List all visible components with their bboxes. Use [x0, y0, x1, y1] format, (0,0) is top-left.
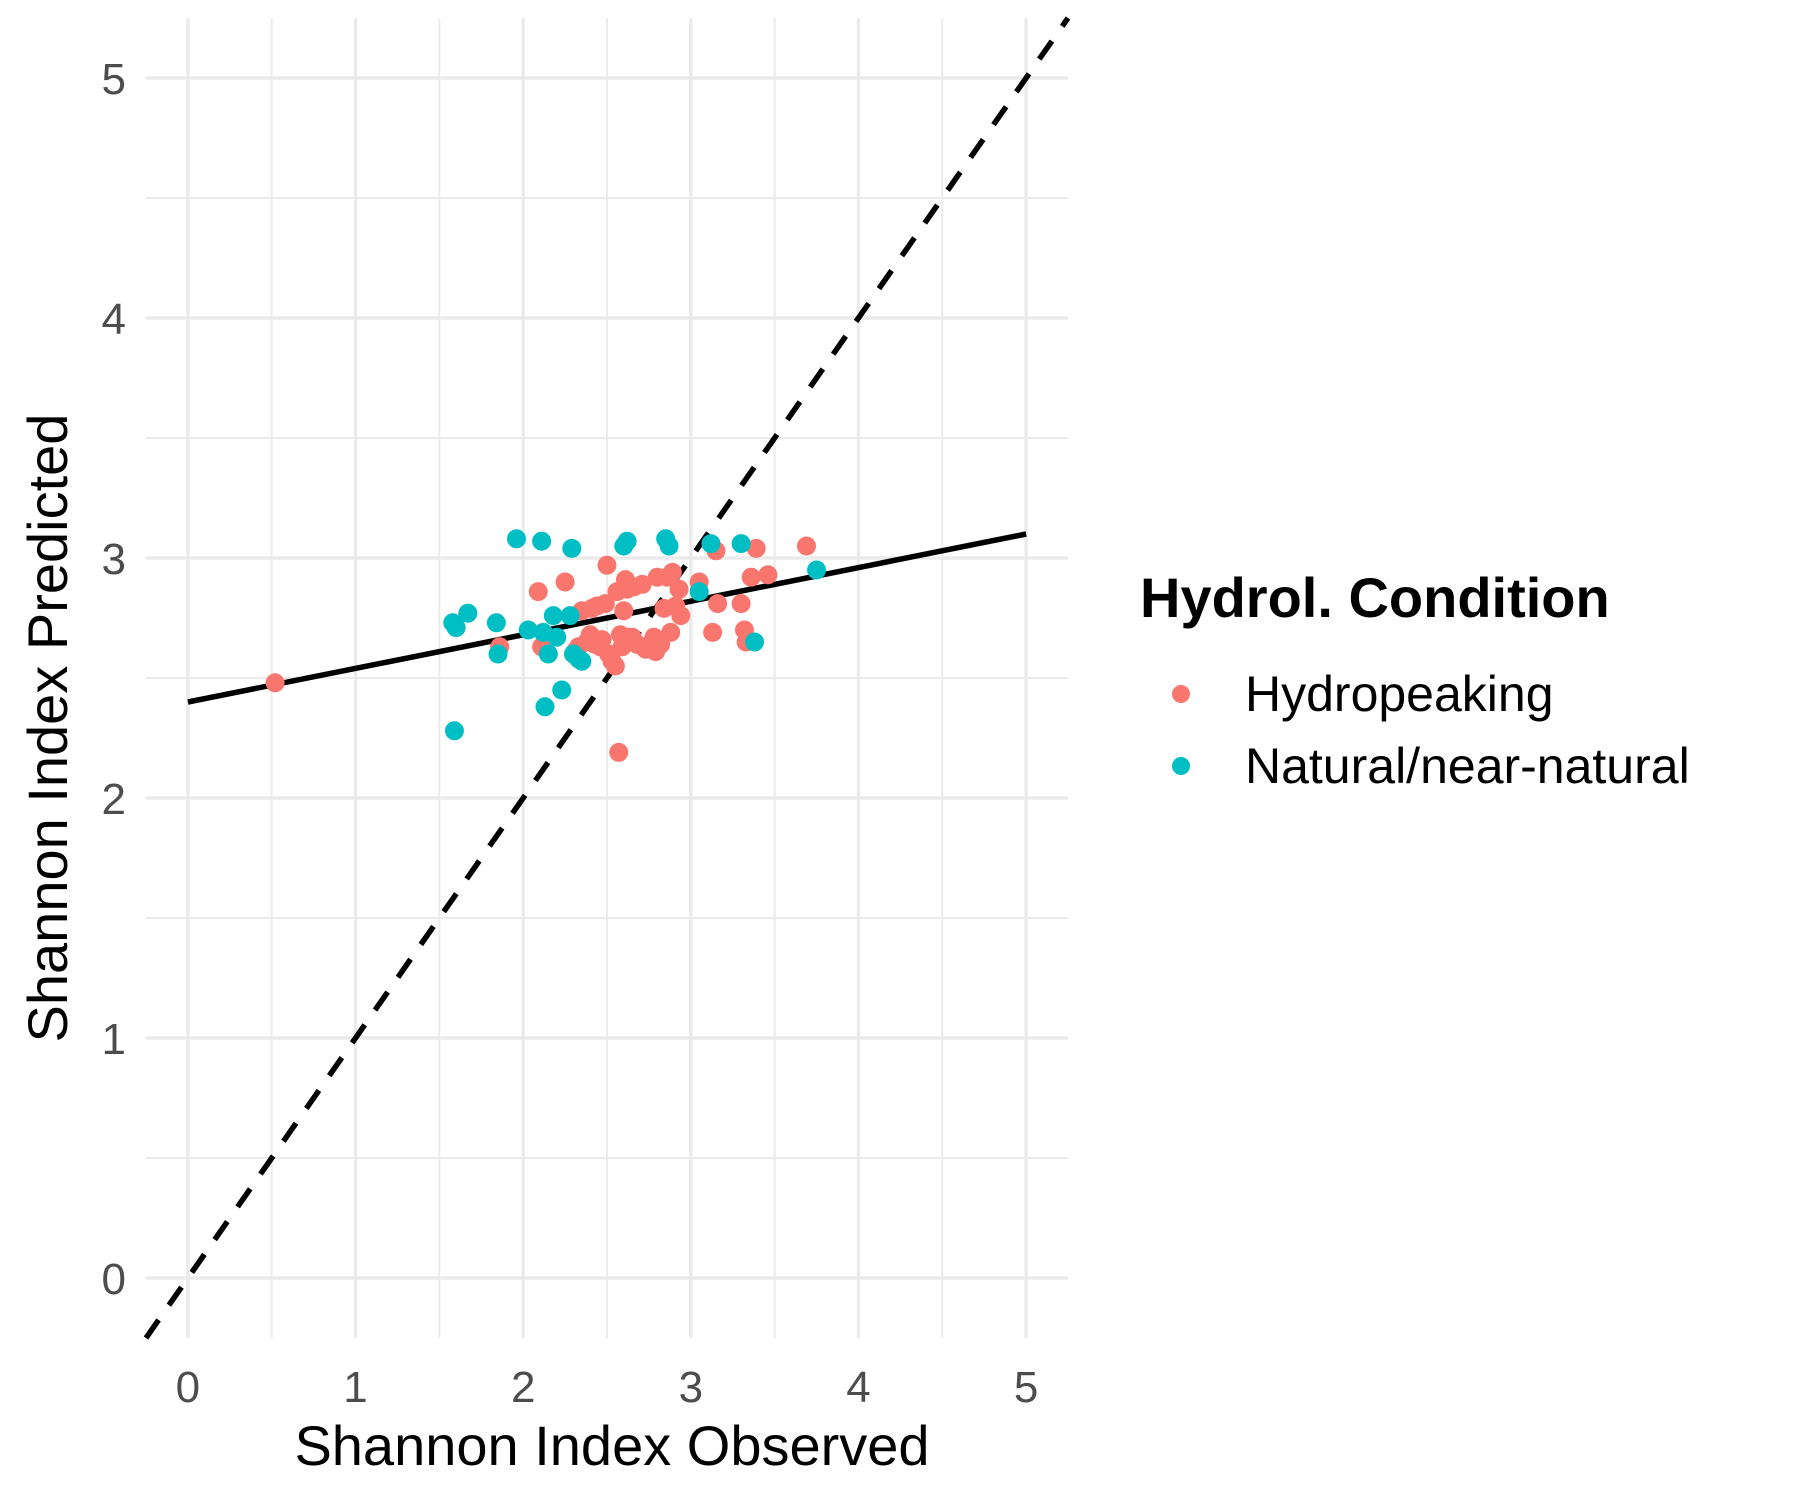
data-point — [701, 534, 721, 554]
data-point — [617, 531, 637, 551]
y-axis-tick-labels: 0 1 2 3 4 5 — [102, 55, 126, 1304]
legend-label-hydropeaking: Hydropeaking — [1245, 666, 1554, 722]
data-point — [758, 565, 778, 585]
data-point — [614, 601, 634, 621]
data-point — [444, 721, 464, 741]
data-point — [560, 606, 580, 626]
data-point — [597, 555, 617, 575]
data-point — [703, 622, 723, 642]
data-point — [605, 656, 625, 676]
data-point — [796, 536, 816, 556]
x-tick-label: 0 — [176, 1363, 200, 1412]
data-point — [807, 560, 827, 580]
legend-swatch-natural — [1172, 757, 1190, 775]
data-points — [265, 529, 827, 762]
data-point — [532, 531, 552, 551]
data-point — [535, 697, 555, 717]
series-natural — [443, 529, 827, 741]
x-axis-tick-labels: 0 1 2 3 4 5 — [176, 1363, 1039, 1412]
data-point — [746, 538, 766, 558]
x-tick-label: 4 — [846, 1363, 870, 1412]
data-point — [555, 572, 575, 592]
data-point — [632, 574, 652, 594]
x-tick-label: 3 — [679, 1363, 703, 1412]
data-point — [741, 567, 761, 587]
y-tick-label: 0 — [102, 1255, 126, 1304]
legend: Hydrol. Condition Hydropeaking Natural/n… — [1140, 566, 1690, 794]
data-point — [543, 606, 563, 626]
data-point — [662, 562, 682, 582]
series-hydropeaking — [265, 536, 816, 762]
y-tick-label: 5 — [102, 55, 126, 104]
legend-label-natural: Natural/near-natural — [1245, 738, 1690, 794]
data-point — [518, 620, 538, 640]
x-tick-label: 1 — [343, 1363, 367, 1412]
data-point — [528, 582, 548, 602]
data-point — [458, 603, 478, 623]
data-point — [671, 606, 691, 626]
data-point — [669, 579, 689, 599]
legend-title: Hydrol. Condition — [1140, 566, 1610, 629]
y-tick-label: 2 — [102, 775, 126, 824]
data-point — [595, 594, 615, 614]
x-axis-title: Shannon Index Observed — [294, 1414, 929, 1477]
data-point — [592, 630, 612, 650]
y-tick-label: 3 — [102, 535, 126, 584]
y-tick-label: 4 — [102, 295, 126, 344]
data-point — [538, 644, 558, 664]
data-point — [708, 594, 728, 614]
data-point — [446, 618, 466, 638]
data-point — [661, 622, 681, 642]
legend-swatch-hydropeaking — [1172, 685, 1190, 703]
y-axis-title: Shannon Index Predicted — [16, 414, 79, 1043]
data-point — [609, 742, 629, 762]
data-point — [488, 644, 508, 664]
identity-line — [143, 16, 1071, 1340]
data-point — [731, 534, 751, 554]
data-point — [547, 627, 567, 647]
grid-major — [146, 18, 1068, 1338]
data-point — [486, 613, 506, 633]
data-point — [562, 538, 582, 558]
data-point — [265, 673, 285, 693]
data-point — [745, 632, 765, 652]
fit-line — [187, 531, 1027, 705]
data-point — [552, 680, 572, 700]
data-point — [659, 536, 679, 556]
data-point — [572, 651, 592, 671]
reference-lines — [143, 16, 1071, 1340]
data-point — [731, 594, 751, 614]
x-tick-label: 2 — [511, 1363, 535, 1412]
y-tick-label: 1 — [102, 1015, 126, 1064]
data-point — [689, 582, 709, 602]
data-point — [506, 529, 526, 549]
x-tick-label: 5 — [1014, 1363, 1038, 1412]
